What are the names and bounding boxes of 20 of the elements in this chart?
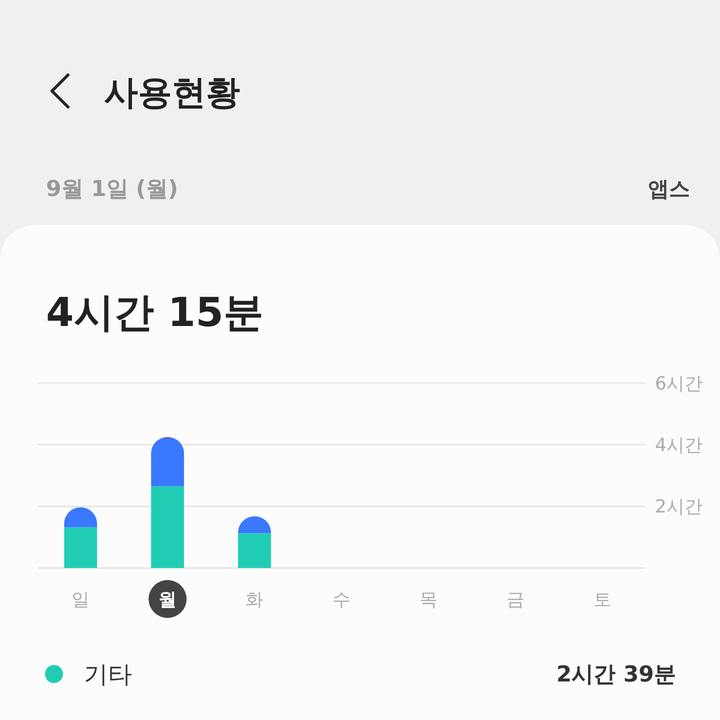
x-tick-label: 금 xyxy=(506,589,524,610)
x-tick-label: 월 xyxy=(158,589,177,610)
chart-subtitle: 9월 1일 (월) xyxy=(46,177,178,202)
bar xyxy=(64,527,98,568)
text: 4시간 15분 xyxy=(46,290,264,336)
x-tick-label: 수 xyxy=(332,589,350,610)
y-tick-label: 6시간 xyxy=(655,373,702,394)
text: 2시간 39분 xyxy=(556,662,676,688)
y-tick-label: 2시간 xyxy=(655,496,702,518)
chart-title: 사용현황 xyxy=(104,73,240,113)
x-tick-label: 토 xyxy=(593,589,612,610)
bar xyxy=(151,486,184,568)
bar xyxy=(151,438,184,486)
bar xyxy=(238,533,272,568)
legend-label: 기타 xyxy=(84,660,132,688)
x-tick-label: 화 xyxy=(246,589,264,610)
y-tick-label: 4시간 xyxy=(655,434,702,456)
text: 앱스 xyxy=(648,177,690,201)
x-tick-label: 일 xyxy=(72,589,90,610)
x-tick-label: 목 xyxy=(419,589,438,610)
